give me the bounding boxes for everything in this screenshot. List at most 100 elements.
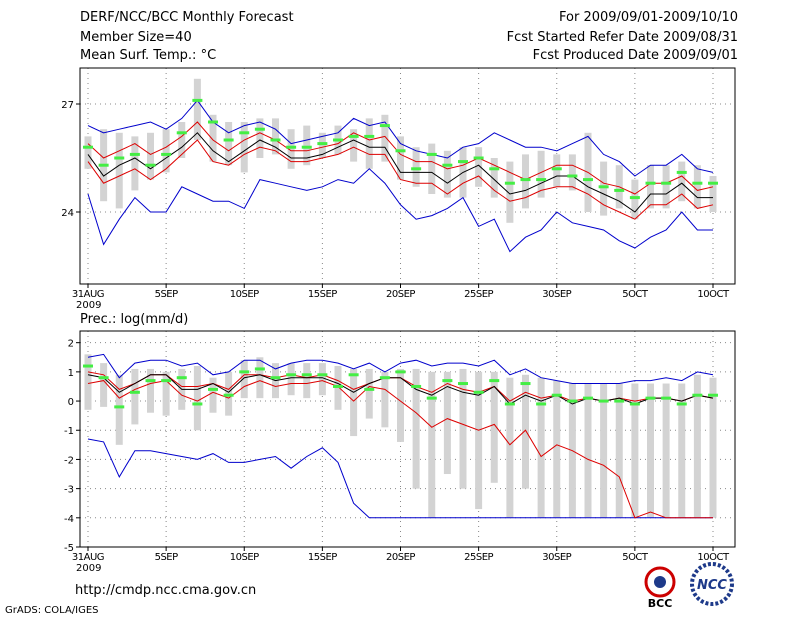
median-marker xyxy=(317,373,328,377)
spread-box xyxy=(412,147,420,187)
median-marker xyxy=(411,167,422,171)
member-size-label: Member Size=40 xyxy=(80,30,192,45)
spread-box xyxy=(115,132,123,209)
median-marker xyxy=(98,376,109,380)
median-marker xyxy=(145,379,156,383)
median-marker xyxy=(583,178,593,182)
xtick-label: 20SEP xyxy=(386,289,415,300)
ytick-label: 24 xyxy=(61,208,74,219)
median-marker xyxy=(598,399,609,403)
median-marker xyxy=(520,178,531,182)
spread-box xyxy=(506,161,514,223)
spread-box xyxy=(522,154,529,209)
spread-box xyxy=(147,368,154,413)
spread-box xyxy=(303,125,311,166)
year-label: 2009 xyxy=(76,300,101,311)
xtick-label: 5OCT xyxy=(622,289,649,300)
spread-box xyxy=(287,363,295,396)
median-marker xyxy=(176,131,187,135)
median-marker xyxy=(114,156,125,160)
spread-box xyxy=(678,383,686,518)
bcc-logo: BCC xyxy=(644,566,676,610)
median-marker xyxy=(426,152,437,156)
spread-box xyxy=(84,136,92,169)
spread-box xyxy=(709,176,717,212)
median-marker xyxy=(208,387,218,391)
spread-box xyxy=(84,354,92,410)
median-marker xyxy=(239,131,250,135)
median-marker xyxy=(270,376,281,380)
xtick-label: 10SEP xyxy=(230,552,259,563)
xtick-label: 31AUG xyxy=(72,289,104,300)
spread-box xyxy=(225,122,233,166)
spread-box xyxy=(475,147,483,187)
chart-title: DERF/NCC/BCC Monthly Forecast xyxy=(80,10,294,25)
median-marker xyxy=(286,373,297,377)
spread-box xyxy=(131,368,139,425)
xtick-label: 5SEP xyxy=(155,552,179,563)
median-marker xyxy=(83,364,93,368)
spread-box xyxy=(631,383,639,518)
median-marker xyxy=(270,138,281,142)
median-marker xyxy=(661,181,672,185)
xtick-label: 31AUG xyxy=(72,552,104,563)
mean-line xyxy=(87,374,714,405)
median-marker xyxy=(598,185,609,189)
median-marker xyxy=(129,390,140,394)
spread-box xyxy=(256,118,264,158)
spread-box xyxy=(600,161,608,216)
xtick-label: 30SEP xyxy=(542,289,571,300)
bcc-logo-text: BCC xyxy=(648,597,673,610)
spread-box xyxy=(178,122,186,158)
spread-box xyxy=(381,114,389,162)
median-marker xyxy=(567,399,578,403)
spread-box xyxy=(162,371,170,416)
xtick-label: 25SEP xyxy=(464,552,493,563)
spread-box xyxy=(318,363,326,396)
spread-box xyxy=(209,377,217,413)
xtick-label: 30SEP xyxy=(542,552,571,563)
spread-box xyxy=(162,129,170,173)
ncc-logo: NCC xyxy=(690,562,734,606)
spread-box xyxy=(193,78,201,140)
xtick-label: 15SEP xyxy=(308,289,337,300)
median-marker xyxy=(614,399,625,403)
spread-box xyxy=(506,377,514,518)
spread-box xyxy=(147,132,154,180)
median-marker xyxy=(458,382,468,386)
max-line xyxy=(87,353,714,384)
median-marker xyxy=(301,373,312,377)
median-marker xyxy=(458,160,468,164)
median-marker xyxy=(208,120,218,124)
plot-frame xyxy=(79,330,736,548)
xtick-label: 20SEP xyxy=(386,552,415,563)
median-marker xyxy=(348,134,359,138)
median-marker xyxy=(223,393,234,397)
min-line xyxy=(87,168,713,253)
median-marker xyxy=(629,402,640,406)
median-marker xyxy=(333,384,343,388)
spread-box xyxy=(553,154,561,187)
spread-box xyxy=(693,165,701,209)
start-date-label: Fcst Started Refer Date 2009/08/31 xyxy=(506,30,738,45)
ytick-label: 27 xyxy=(61,100,74,111)
spread-box xyxy=(443,150,451,198)
spread-box xyxy=(350,129,358,162)
spread-box xyxy=(537,377,545,518)
spread-box xyxy=(397,368,404,442)
mean-line xyxy=(87,132,713,213)
median-marker xyxy=(536,402,547,406)
median-marker xyxy=(192,98,203,102)
spread-box xyxy=(318,132,326,158)
median-marker xyxy=(301,145,312,149)
spread-box xyxy=(647,383,654,518)
ytick-label: -3 xyxy=(64,485,74,496)
variable2-label: Prec.: log(mm/d) xyxy=(80,312,188,327)
median-marker xyxy=(286,145,297,149)
median-marker xyxy=(551,167,562,171)
variable1-label: Mean Surf. Temp.: °C xyxy=(80,48,217,63)
median-marker xyxy=(161,152,172,156)
spread-box xyxy=(522,374,529,489)
xtick-label: 5OCT xyxy=(622,552,649,563)
